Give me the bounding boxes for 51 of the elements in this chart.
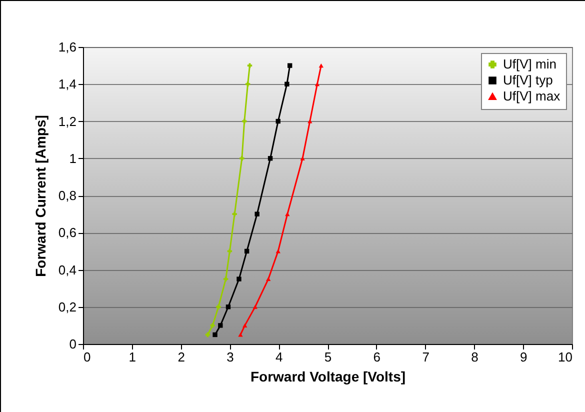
legend-label: Uf[V] typ [503,72,553,88]
y-tick-label: 0 [69,336,76,352]
point [240,156,244,161]
point [236,276,242,282]
point [252,304,258,309]
point [212,332,218,338]
point [210,323,215,328]
y-tick-label: 0,2 [58,299,76,314]
y-tick-label: 1,2 [58,114,76,129]
point [218,323,223,328]
point [232,212,237,216]
x-axis-title: Forward Voltage [Volts] [250,368,406,384]
x-tick-label: 3 [226,350,234,364]
y-tick-label: 0,8 [58,188,76,203]
point [245,82,250,86]
legend-label: Uf[V] min [503,56,556,72]
x-tick-label: 0 [84,350,91,364]
point [223,276,228,282]
point [268,156,273,161]
point [318,64,324,68]
point [300,156,305,160]
y-tick-label: 1 [69,150,76,166]
y-tick-label: 0,6 [58,225,76,240]
x-tick-label: 8 [471,350,478,364]
y-tick-label: 1,6 [58,40,76,54]
x-tick-label: 9 [520,350,528,364]
x-tick-label: 4 [275,350,283,364]
point [216,304,221,310]
point [227,248,232,254]
point [242,118,247,124]
point [288,63,292,68]
point [284,82,290,86]
y-tick-label: 1,4 [58,76,76,92]
x-tick-label: 1 [128,350,136,364]
point [226,304,231,310]
x-tick-label: 6 [373,350,381,364]
point [247,63,252,68]
point [276,118,280,124]
point [242,323,248,328]
point [244,248,250,254]
x-tick-label: 5 [324,350,332,364]
point [266,277,271,282]
y-tick-label: 0,4 [58,262,76,278]
point [314,82,320,86]
y-axis-title: Forward Current [Amps] [32,115,48,277]
point [254,212,260,216]
x-tick-label: 10 [558,350,572,364]
x-tick-label: 2 [178,350,185,364]
x-tick-label: 7 [422,350,430,364]
point [285,212,290,216]
legend-label: Uf[V] max [503,88,561,104]
